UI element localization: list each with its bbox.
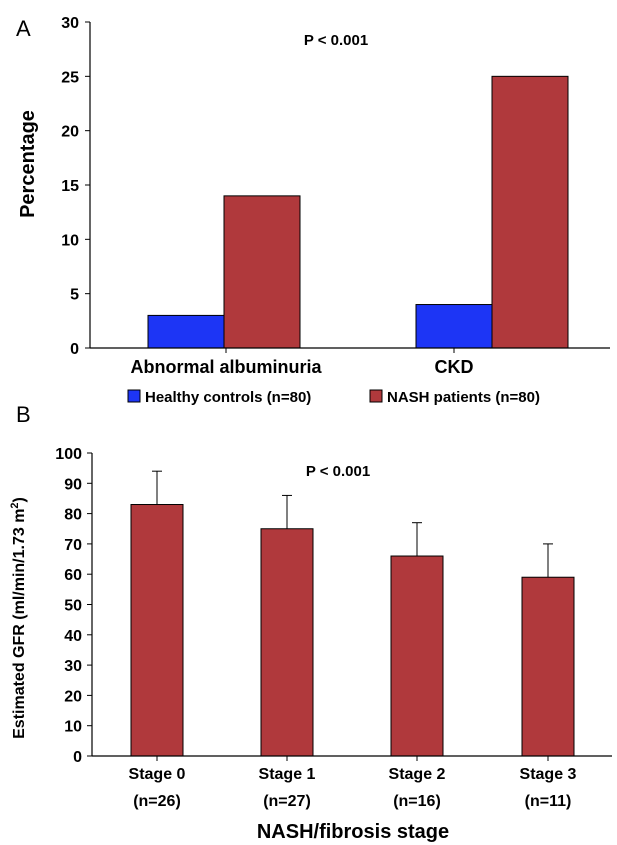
y-tick-label: 50: [64, 598, 82, 615]
y-tick-label: 30: [64, 658, 82, 675]
panel-b-bars: [130, 504, 575, 757]
panel-a-y-axis-label: Percentage: [17, 110, 39, 218]
y-tick-label: 25: [61, 69, 79, 86]
panel-b-y-axis-label: Estimated GFR (ml/min/1.73 m2): [9, 497, 28, 739]
panel-b-letter: B: [16, 402, 31, 427]
x-tick-label: Stage 1: [259, 766, 316, 783]
panel-a-y-ticks: 0 5 10 15 20 25 30: [61, 15, 90, 358]
panel-a-legend: Healthy controls (n=80) NASH patients (n…: [127, 389, 540, 406]
bar-egfr: [130, 504, 184, 757]
panel-b-x-labels: Stage 0 (n=26) Stage 1 (n=27) Stage 2 (n=16) S…: [129, 756, 577, 810]
panel-a-p-value: P < 0.001: [304, 32, 368, 49]
panel-a-bars: [147, 75, 569, 349]
panel-b-axes: [91, 453, 612, 757]
bar-egfr: [390, 555, 444, 757]
y-tick-label: 20: [64, 688, 82, 705]
y-tick-label: 80: [64, 507, 82, 524]
x-tick-label: CKD: [435, 357, 474, 377]
panel-b: B P < 0.001 Estimated GFR (ml/min/1.73 m…: [9, 402, 612, 843]
panel-a-axes: [89, 22, 610, 349]
x-tick-label: Stage 0: [129, 766, 186, 783]
y-tick-label: 70: [64, 537, 82, 554]
panel-b-y-axis-label-sup: 2: [9, 502, 21, 508]
legend-label-healthy: Healthy controls (n=80): [145, 389, 311, 406]
bar-nash: [223, 195, 301, 349]
y-tick-label: 5: [70, 287, 79, 304]
x-tick-sublabel: (n=27): [263, 793, 311, 810]
y-tick-label: 10: [64, 719, 82, 736]
bar-egfr: [260, 528, 314, 757]
y-tick-label: 30: [61, 15, 79, 32]
legend-label-nash: NASH patients (n=80): [387, 389, 540, 406]
x-tick-sublabel: (n=11): [525, 793, 572, 810]
bar-nash: [491, 75, 569, 349]
panel-b-y-ticks: 0 10 20 30 40 50 60 70 80 90 100: [55, 446, 92, 766]
panel-a: A P < 0.001 Percentage 0 5 10 15 20 25 30 Abno…: [16, 15, 610, 406]
panel-b-y-axis-label-main: Estimated GFR (ml/min/1.73 m: [11, 509, 28, 739]
x-tick-label: Stage 2: [389, 766, 446, 783]
legend-swatch-healthy: [127, 389, 141, 403]
panel-a-letter: A: [16, 16, 31, 41]
y-tick-label: 20: [61, 124, 79, 141]
legend-swatch-nash: [369, 389, 383, 403]
bar-egfr: [521, 576, 575, 757]
y-tick-label: 0: [70, 341, 79, 358]
x-tick-label: Stage 3: [520, 766, 577, 783]
panel-b-x-axis-label: NASH/fibrosis stage: [257, 821, 449, 843]
bar-healthy: [147, 314, 225, 349]
panel-b-error-bars: [152, 470, 553, 578]
bar-healthy: [415, 304, 493, 349]
panel-b-y-axis-label-close: ): [11, 497, 28, 502]
y-tick-label: 60: [64, 567, 82, 584]
panel-a-x-labels: Abnormal albuminuria CKD: [130, 348, 474, 377]
y-tick-label: 100: [55, 446, 82, 463]
y-tick-label: 0: [73, 749, 82, 766]
y-tick-label: 40: [64, 628, 82, 645]
x-tick-sublabel: (n=16): [393, 793, 441, 810]
y-tick-label: 90: [64, 476, 82, 493]
y-tick-label: 15: [61, 178, 79, 195]
x-tick-label: Abnormal albuminuria: [130, 357, 322, 377]
panel-b-p-value: P < 0.001: [306, 463, 370, 480]
y-tick-label: 10: [61, 232, 79, 249]
x-tick-sublabel: (n=26): [133, 793, 181, 810]
